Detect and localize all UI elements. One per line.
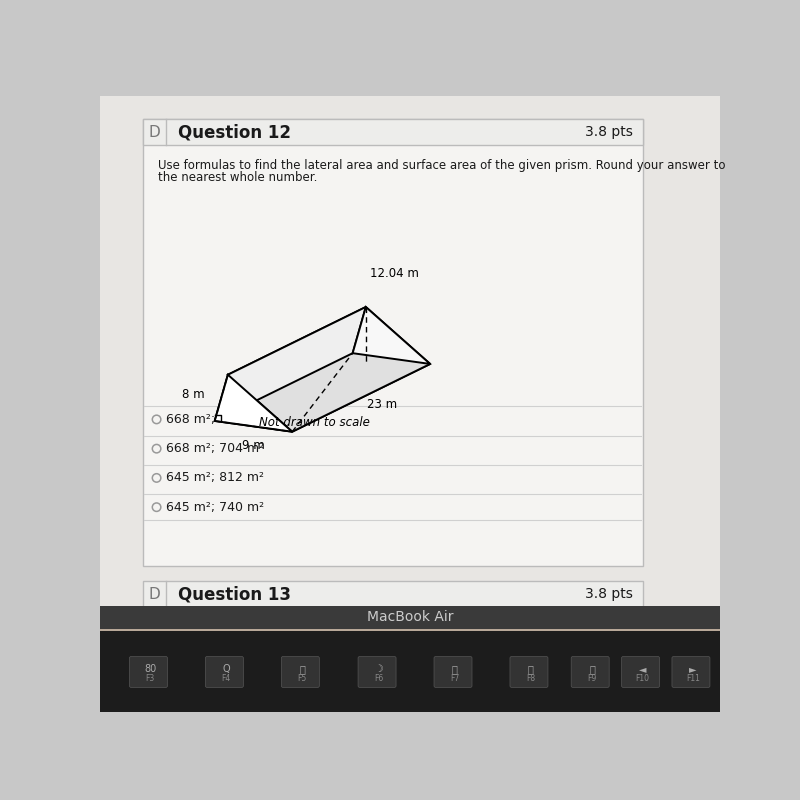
FancyBboxPatch shape bbox=[100, 627, 720, 712]
Text: 80: 80 bbox=[144, 664, 157, 674]
FancyBboxPatch shape bbox=[100, 631, 720, 712]
Polygon shape bbox=[228, 307, 430, 432]
Polygon shape bbox=[353, 307, 430, 364]
Text: 12.04 m: 12.04 m bbox=[370, 267, 419, 280]
FancyBboxPatch shape bbox=[282, 657, 319, 687]
FancyBboxPatch shape bbox=[672, 657, 710, 687]
Text: ␧: ␧ bbox=[299, 664, 306, 674]
Text: Not drawn to scale: Not drawn to scale bbox=[259, 415, 370, 429]
FancyBboxPatch shape bbox=[206, 657, 243, 687]
FancyBboxPatch shape bbox=[434, 657, 472, 687]
Text: F7: F7 bbox=[450, 674, 459, 682]
Text: F6: F6 bbox=[374, 674, 384, 682]
FancyBboxPatch shape bbox=[622, 657, 659, 687]
FancyBboxPatch shape bbox=[142, 119, 642, 566]
Text: Use formulas to find the lateral area and surface area of the given prism. Round: Use formulas to find the lateral area an… bbox=[158, 159, 726, 172]
FancyBboxPatch shape bbox=[100, 96, 720, 712]
Text: Q: Q bbox=[222, 664, 230, 674]
FancyBboxPatch shape bbox=[100, 606, 720, 629]
FancyBboxPatch shape bbox=[571, 657, 609, 687]
Text: F4: F4 bbox=[222, 674, 231, 682]
Text: MacBook Air: MacBook Air bbox=[366, 610, 454, 624]
Text: F9: F9 bbox=[587, 674, 597, 682]
Polygon shape bbox=[214, 307, 366, 421]
Text: ☽: ☽ bbox=[374, 664, 383, 674]
Text: 8 m: 8 m bbox=[182, 388, 204, 402]
Text: ►: ► bbox=[689, 664, 697, 674]
Text: 23 m: 23 m bbox=[367, 398, 398, 410]
Text: 3.8 pts: 3.8 pts bbox=[586, 125, 634, 139]
Text: ⏮: ⏮ bbox=[452, 664, 458, 674]
Text: ⏯: ⏯ bbox=[528, 664, 534, 674]
FancyBboxPatch shape bbox=[130, 657, 167, 687]
FancyBboxPatch shape bbox=[510, 657, 548, 687]
Text: the nearest whole number.: the nearest whole number. bbox=[158, 171, 318, 185]
Text: Question 12: Question 12 bbox=[178, 123, 290, 141]
Text: D: D bbox=[148, 125, 160, 140]
Text: 645 m²; 740 m²: 645 m²; 740 m² bbox=[166, 501, 264, 514]
FancyBboxPatch shape bbox=[142, 607, 642, 622]
Text: ⏭: ⏭ bbox=[589, 664, 595, 674]
Text: 668 m²; 740 m²: 668 m²; 740 m² bbox=[166, 413, 264, 426]
Text: ◄: ◄ bbox=[638, 664, 646, 674]
Text: D: D bbox=[148, 586, 160, 602]
Text: F3: F3 bbox=[146, 674, 155, 682]
FancyBboxPatch shape bbox=[358, 657, 396, 687]
Text: 9 m: 9 m bbox=[242, 438, 265, 452]
FancyBboxPatch shape bbox=[142, 119, 642, 146]
Text: Question 13: Question 13 bbox=[178, 585, 290, 603]
Text: 668 m²; 704 m²: 668 m²; 704 m² bbox=[166, 442, 264, 455]
Text: 3.8 pts: 3.8 pts bbox=[586, 587, 634, 601]
Text: F11: F11 bbox=[686, 674, 700, 682]
Text: 645 m²; 812 m²: 645 m²; 812 m² bbox=[166, 471, 264, 485]
Polygon shape bbox=[214, 374, 292, 432]
Text: F10: F10 bbox=[635, 674, 650, 682]
Text: F8: F8 bbox=[526, 674, 535, 682]
FancyBboxPatch shape bbox=[142, 581, 642, 607]
Text: F5: F5 bbox=[298, 674, 307, 682]
Polygon shape bbox=[214, 353, 430, 432]
